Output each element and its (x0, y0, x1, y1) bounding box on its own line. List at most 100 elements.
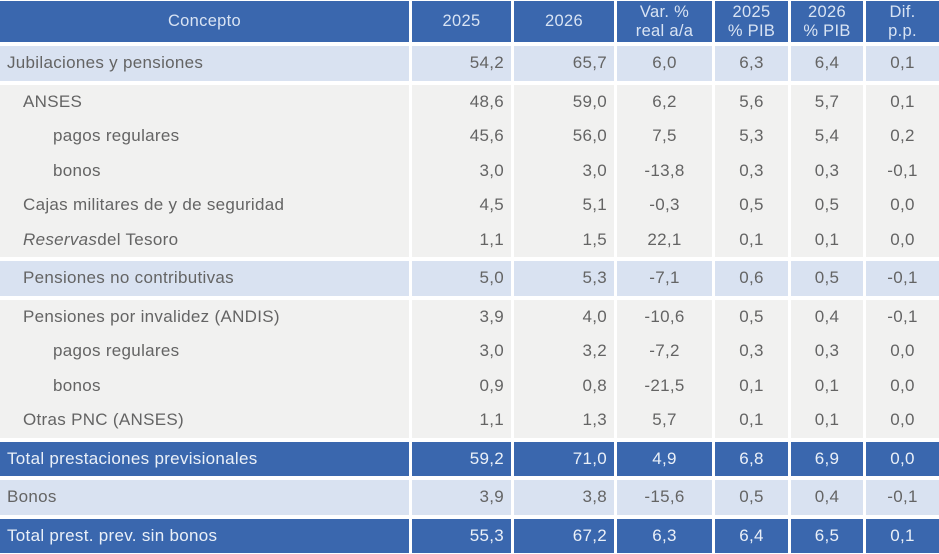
table-row: Pensiones por invalidez (ANDIS) 3,9 4,0 … (0, 299, 939, 334)
row-label: Total prestaciones previsionales (0, 441, 409, 476)
col-header-label-line2: % PIB (727, 21, 776, 40)
cell-2025: 0,9 (412, 368, 511, 403)
row-label-text: bonos (53, 160, 101, 180)
col-header-label-line1: Var. % (639, 3, 690, 21)
cell-2025-pib: 0,3 (715, 334, 788, 369)
col-header-label-line1: Dif. (889, 3, 916, 21)
cell-2026-pib: 5,4 (791, 119, 863, 154)
row-label-text: Total prest. prev. sin bonos (7, 525, 218, 545)
cell-2025-pib: 0,1 (715, 368, 788, 403)
cell-2025: 1,1 (412, 403, 511, 438)
cell-dif-pp: 0,1 (866, 518, 939, 553)
table-row: Otras PNC (ANSES) 1,1 1,3 5,7 0,1 0,1 0,… (0, 403, 939, 438)
cell-dif-pp: 0,0 (866, 368, 939, 403)
cell-dif-pp: 0,0 (866, 334, 939, 369)
col-header-2026-pib: 2026 % PIB (791, 1, 863, 42)
cell-2026-pib: 0,3 (791, 334, 863, 369)
cell-dif-pp: 0,2 (866, 119, 939, 154)
cell-dif-pp: 0,0 (866, 188, 939, 223)
row-label-text: bonos (53, 375, 101, 395)
row-label: Jubilaciones y pensiones (0, 46, 409, 81)
cell-2025: 3,9 (412, 480, 511, 515)
table-row: bonos 0,9 0,8 -21,5 0,1 0,1 0,0 (0, 368, 939, 403)
row-label-text: Total prestaciones previsionales (7, 448, 258, 468)
row-label: Total prest. prev. sin bonos (0, 518, 409, 553)
cell-var-real: -0,3 (617, 188, 712, 223)
cell-2025-pib: 0,3 (715, 153, 788, 188)
row-label-text: Cajas militares de y de seguridad (23, 195, 285, 215)
cell-dif-pp: 0,1 (866, 46, 939, 81)
table-row: Total prest. prev. sin bonos 55,3 67,2 6… (0, 518, 939, 553)
cell-2026-pib: 0,3 (791, 153, 863, 188)
col-header-2026: 2026 (514, 1, 614, 42)
cell-2026: 59,0 (514, 84, 614, 119)
cell-var-real: -15,6 (617, 480, 712, 515)
cell-2026: 5,3 (514, 261, 614, 296)
col-header-label: 2025 (442, 12, 481, 31)
row-label-text: pagos regulares (53, 126, 180, 146)
cell-2026-pib: 6,4 (791, 46, 863, 81)
cell-2026-pib: 0,4 (791, 299, 863, 334)
cell-2026: 0,8 (514, 368, 614, 403)
row-label-text: Jubilaciones y pensiones (7, 53, 204, 73)
cell-2025-pib: 0,5 (715, 188, 788, 223)
cell-dif-pp: 0,0 (866, 403, 939, 438)
cell-2026: 1,5 (514, 222, 614, 257)
col-header-label-line2: p.p. (888, 21, 917, 40)
cell-2025: 45,6 (412, 119, 511, 154)
cell-var-real: -13,8 (617, 153, 712, 188)
row-label: Reservas del Tesoro (0, 222, 409, 257)
cell-2026: 1,3 (514, 403, 614, 438)
cell-2025-pib: 6,3 (715, 46, 788, 81)
cell-2026-pib: 0,1 (791, 222, 863, 257)
cell-2025-pib: 6,4 (715, 518, 788, 553)
row-label: pagos regulares (0, 334, 409, 369)
row-label-text: Pensiones no contributivas (23, 268, 234, 288)
cell-var-real: 7,5 (617, 119, 712, 154)
cell-2026-pib: 0,1 (791, 368, 863, 403)
cell-2025-pib: 0,1 (715, 403, 788, 438)
cell-2025: 59,2 (412, 441, 511, 476)
row-label-text: del Tesoro (97, 229, 179, 249)
cell-dif-pp: 0,1 (866, 84, 939, 119)
table-body: Jubilaciones y pensiones 54,2 65,7 6,0 6… (0, 46, 939, 553)
col-header-concepto: Concepto (0, 1, 409, 42)
cell-2025-pib: 5,3 (715, 119, 788, 154)
table-row: Bonos 3,9 3,8 -15,6 0,5 0,4 -0,1 (0, 480, 939, 515)
cell-var-real: 6,0 (617, 46, 712, 81)
col-header-label: 2026 (545, 12, 583, 31)
cell-2026: 67,2 (514, 518, 614, 553)
cell-var-real: 5,7 (617, 403, 712, 438)
row-label: bonos (0, 153, 409, 188)
table-row: pagos regulares 45,6 56,0 7,5 5,3 5,4 0,… (0, 119, 939, 154)
cell-2025: 54,2 (412, 46, 511, 81)
cell-2026: 5,1 (514, 188, 614, 223)
col-header-label-line1: 2025 (732, 3, 771, 21)
cell-var-real: 4,9 (617, 441, 712, 476)
table-row: Reservas del Tesoro 1,1 1,5 22,1 0,1 0,1… (0, 222, 939, 257)
row-label: Cajas militares de y de seguridad (0, 188, 409, 223)
cell-2025: 48,6 (412, 84, 511, 119)
row-label: Otras PNC (ANSES) (0, 403, 409, 438)
cell-var-real: 22,1 (617, 222, 712, 257)
cell-2026-pib: 6,5 (791, 518, 863, 553)
cell-2025: 3,0 (412, 153, 511, 188)
cell-2025: 5,0 (412, 261, 511, 296)
row-label: Bonos (0, 480, 409, 515)
cell-dif-pp: 0,0 (866, 441, 939, 476)
cell-2026: 3,8 (514, 480, 614, 515)
cell-dif-pp: -0,1 (866, 153, 939, 188)
row-label-italic: Reservas (23, 229, 98, 249)
table-row: bonos 3,0 3,0 -13,8 0,3 0,3 -0,1 (0, 153, 939, 188)
cell-2026: 56,0 (514, 119, 614, 154)
cell-2025: 3,0 (412, 334, 511, 369)
table-row: Total prestaciones previsionales 59,2 71… (0, 441, 939, 476)
cell-2026-pib: 6,9 (791, 441, 863, 476)
col-header-label-line2: % PIB (803, 21, 851, 40)
row-label: Pensiones por invalidez (ANDIS) (0, 299, 409, 334)
cell-dif-pp: 0,0 (866, 222, 939, 257)
cell-dif-pp: -0,1 (866, 261, 939, 296)
cell-2025-pib: 6,8 (715, 441, 788, 476)
cell-2025-pib: 0,6 (715, 261, 788, 296)
row-label-text: Bonos (7, 487, 57, 507)
